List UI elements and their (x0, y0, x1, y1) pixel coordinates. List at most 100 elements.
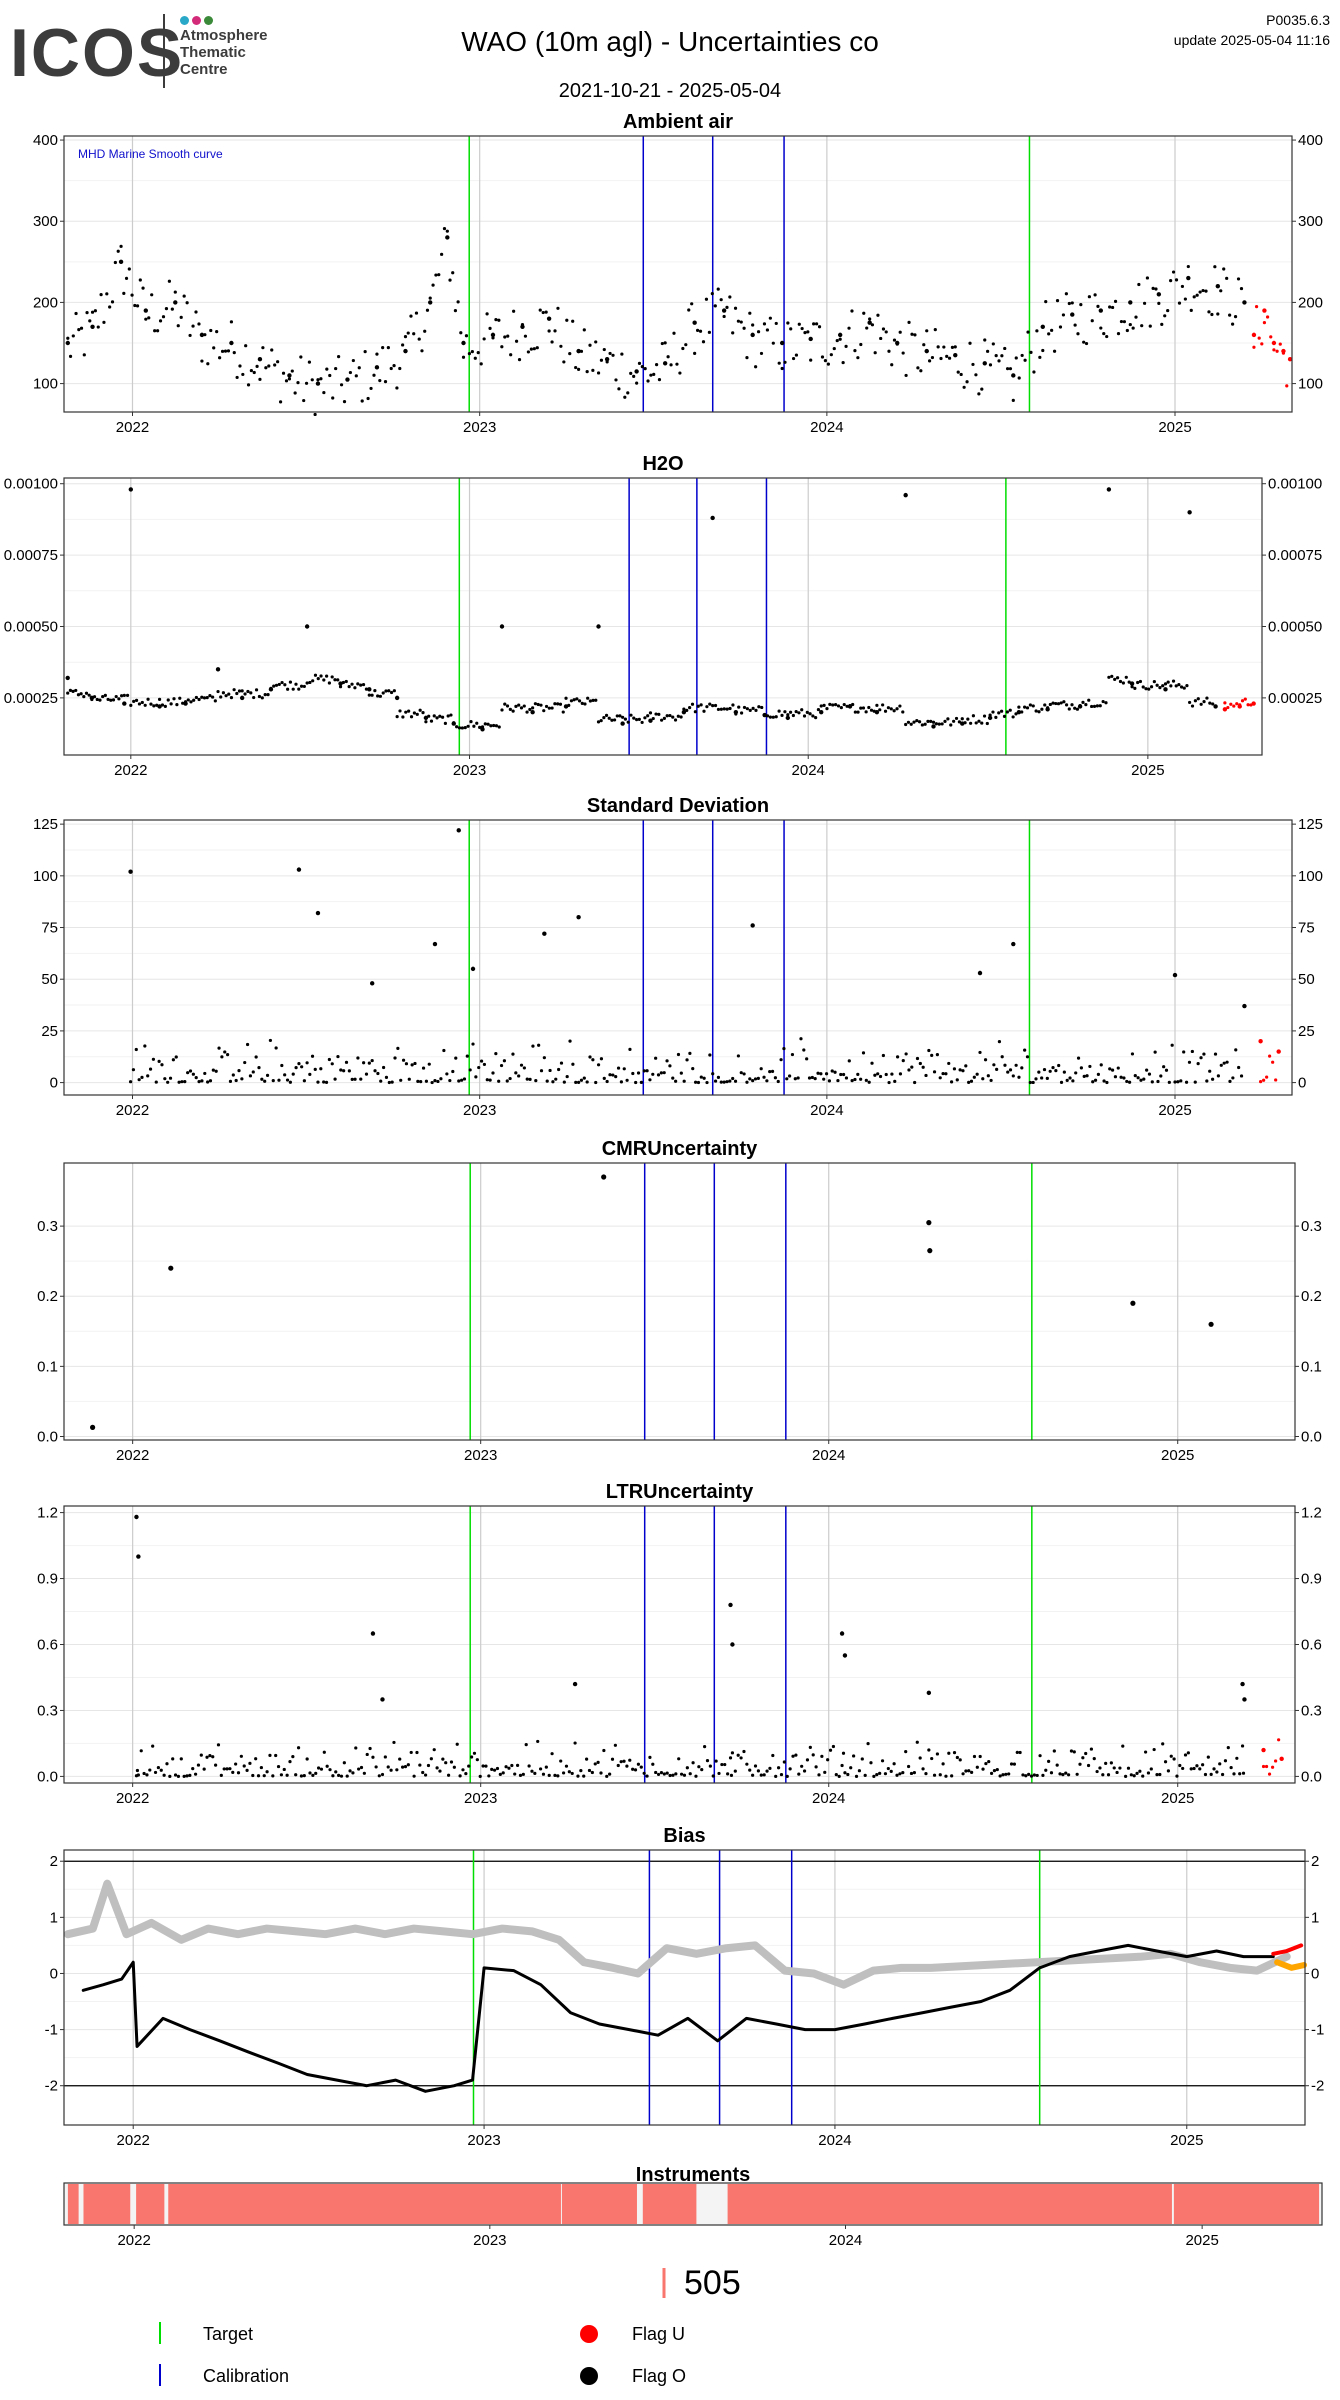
data-point (981, 1767, 985, 1771)
data-point (1031, 1080, 1035, 1085)
data-point (117, 697, 121, 701)
data-point (568, 352, 572, 356)
data-point (887, 349, 891, 353)
data-point (977, 719, 981, 723)
data-point (1208, 1321, 1214, 1327)
data-point (294, 682, 298, 686)
y-tick-label: 0.00050 (4, 618, 58, 635)
data-point (1166, 680, 1170, 684)
data-point (817, 325, 822, 329)
plot-frame (63, 135, 1293, 413)
data-point (960, 721, 965, 726)
data-point (256, 1774, 261, 1778)
data-point (576, 367, 581, 372)
data-point (477, 1065, 481, 1070)
data-point (927, 1248, 933, 1254)
data-point (696, 1080, 701, 1085)
data-point (1076, 1056, 1081, 1060)
data-point (793, 1077, 797, 1081)
data-point (918, 1756, 922, 1760)
instrument-segment (561, 2184, 637, 2224)
y-tick-label: 0 (1298, 1075, 1306, 1092)
data-point (334, 1770, 338, 1774)
data-point (290, 369, 294, 373)
data-point (955, 1755, 959, 1760)
data-point (258, 377, 262, 381)
data-point (713, 703, 718, 708)
data-point (716, 1075, 721, 1079)
data-point (748, 708, 752, 712)
data-point (1132, 1774, 1136, 1778)
data-point (89, 695, 95, 701)
y-tick-label: 0.2 (37, 1288, 58, 1305)
data-point (682, 1079, 686, 1083)
data-point (366, 396, 370, 401)
data-point (596, 720, 601, 724)
data-point (1231, 322, 1235, 326)
data-point (105, 292, 109, 296)
data-point (745, 356, 749, 360)
data-point (802, 714, 807, 718)
data-point (1161, 684, 1165, 688)
data-point (361, 682, 366, 687)
data-point (412, 332, 416, 336)
data-point (446, 1773, 451, 1777)
data-point (711, 704, 715, 708)
data-point (901, 710, 905, 714)
data-point (958, 1068, 962, 1072)
data-point (856, 710, 860, 714)
plot-frame (63, 477, 1263, 756)
data-point (186, 1071, 190, 1075)
data-point (649, 373, 653, 377)
instrument-segment (168, 2184, 561, 2224)
data-point (777, 709, 781, 713)
data-point (442, 226, 447, 231)
data-point (448, 1078, 452, 1083)
data-point (399, 1078, 403, 1082)
data-point (941, 1762, 945, 1766)
data-point (850, 309, 854, 313)
data-point (937, 722, 941, 726)
data-point (1069, 1749, 1074, 1753)
data-point (590, 1770, 594, 1775)
data-point (245, 1042, 250, 1047)
data-point (722, 314, 726, 319)
data-point (546, 316, 552, 321)
data-point (1237, 704, 1242, 709)
data-point (547, 1773, 551, 1778)
data-point (559, 1061, 564, 1065)
data-point (919, 369, 923, 373)
data-point (260, 1077, 264, 1081)
data-point (723, 1762, 727, 1767)
data-point (759, 1773, 763, 1777)
data-point (431, 283, 435, 287)
y-tick-label: 0.0 (1301, 1768, 1322, 1785)
data-point (1190, 1049, 1194, 1054)
instrument-segment (642, 2184, 697, 2224)
data-point (1055, 1763, 1059, 1767)
data-point (229, 696, 234, 700)
data-point (1239, 286, 1244, 291)
date-range: 2021-10-21 - 2025-05-04 (558, 80, 782, 102)
data-point (1055, 298, 1060, 303)
data-point (711, 1774, 715, 1778)
data-point (703, 1744, 707, 1749)
data-point (1035, 1773, 1039, 1778)
instrument-id-label: 505 (684, 2264, 741, 2302)
data-point (1182, 686, 1186, 690)
data-point (1130, 685, 1134, 689)
data-point (148, 1067, 153, 1071)
data-point (1099, 1063, 1103, 1067)
data-point (580, 701, 584, 706)
data-point (132, 699, 136, 703)
data-point (1104, 1761, 1108, 1765)
data-point (234, 1762, 238, 1766)
data-point (409, 715, 414, 719)
data-point (952, 1067, 957, 1071)
data-point (486, 722, 490, 726)
data-point (779, 1772, 784, 1777)
data-point (970, 1770, 974, 1775)
data-point (305, 1757, 309, 1761)
data-point (1147, 1072, 1152, 1076)
data-point (217, 1046, 221, 1050)
